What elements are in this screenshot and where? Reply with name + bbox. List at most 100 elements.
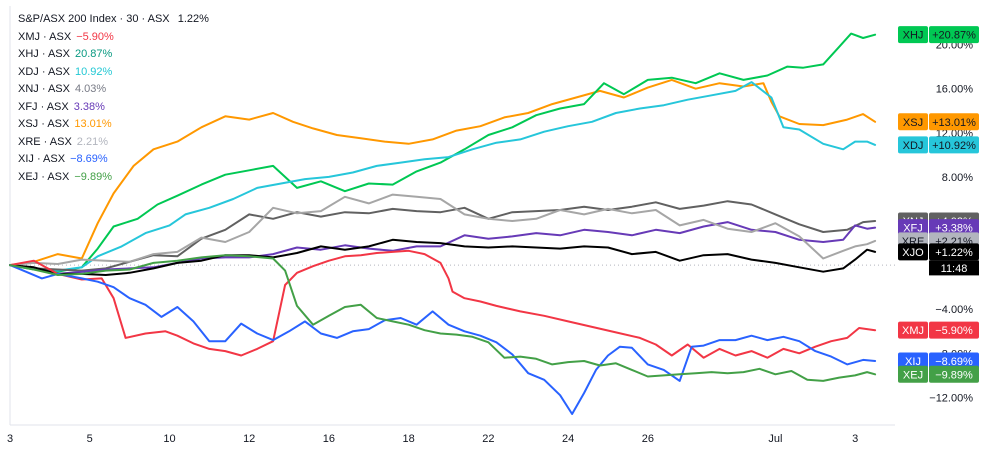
price-tag-name-bg xyxy=(898,113,928,131)
price-tag-xmj: XMJ −5.90% xyxy=(898,321,979,339)
price-tag-value-bg xyxy=(929,113,979,131)
price-tag-xsj: XSJ +13.01% xyxy=(898,113,979,131)
legend-item[interactable]: XDJ · ASX 10.92% xyxy=(18,64,209,82)
y-tick-label: −12.00% xyxy=(929,392,973,404)
series-line-xjo[interactable] xyxy=(9,238,877,276)
x-tick-label: 16 xyxy=(323,433,335,445)
legend-item[interactable]: XSJ · ASX 13.01% xyxy=(18,116,209,134)
legend-symbol: XEJ · ASX xyxy=(18,170,70,183)
x-tick-label: 3 xyxy=(852,433,858,445)
y-tick-label: −4.00% xyxy=(935,304,973,316)
legend-symbol: XDJ · ASX xyxy=(18,65,70,78)
series-line-xmj[interactable] xyxy=(9,249,877,359)
x-tick-label: 10 xyxy=(163,433,175,445)
price-tag-value-bg xyxy=(929,26,979,44)
time-badge: 11:48 xyxy=(929,260,979,276)
price-tag-name-bg xyxy=(898,352,928,370)
price-tag-name: XIJ xyxy=(905,356,921,368)
price-tag-name: XEJ xyxy=(903,369,923,381)
price-tag-name-bg xyxy=(898,321,928,339)
price-tag-name-bg xyxy=(898,136,928,154)
price-tag-xhj: XHJ +20.87% xyxy=(898,26,979,44)
series-line-xej[interactable] xyxy=(9,254,877,382)
x-tick-label: Jul xyxy=(768,433,782,445)
series-line-xhj[interactable] xyxy=(9,32,877,273)
price-tag-name-bg xyxy=(898,26,928,44)
price-tag-xjo: XJO +1.22% xyxy=(898,243,979,261)
legend-header: S&P/ASX 200 Index · 30 · ASX 1.22% xyxy=(18,11,209,29)
price-tag-name-bg xyxy=(898,243,928,261)
price-tag-value-bg xyxy=(929,219,979,237)
series-line-xdj[interactable] xyxy=(9,81,877,272)
price-tag-name-bg xyxy=(898,219,928,237)
x-tick-label: 18 xyxy=(403,433,415,445)
price-tag-name: XSJ xyxy=(903,117,923,129)
legend-value: 20.87% xyxy=(74,48,113,60)
legend-symbol: XRE · ASX xyxy=(18,135,72,148)
legend-item[interactable]: XEJ · ASX −9.89% xyxy=(18,169,209,187)
legend-symbol: XIJ · ASX xyxy=(18,153,66,165)
legend-value: 2.21% xyxy=(76,135,108,148)
legend-item[interactable]: XNJ · ASX 4.03% xyxy=(18,81,209,99)
x-tick-label: 22 xyxy=(482,433,494,445)
price-tag-value: −8.69% xyxy=(935,356,973,368)
price-tag-value-bg xyxy=(929,136,979,154)
legend-item[interactable]: XRE · ASX 2.21% xyxy=(18,134,209,152)
price-tag-xij: XIJ −8.69% xyxy=(898,352,979,370)
series-line-xnj[interactable] xyxy=(9,200,877,272)
x-tick-label: 3 xyxy=(7,433,13,445)
price-tag-value: −9.89% xyxy=(935,369,973,381)
legend-value: −5.90% xyxy=(76,30,114,43)
time-badge-text: 11:48 xyxy=(941,263,968,275)
main-symbol-title: S&P/ASX 200 Index · 30 · ASX xyxy=(18,13,170,25)
price-tag-name-bg xyxy=(898,365,928,383)
legend-value: 10.92% xyxy=(74,65,113,78)
x-tick-label: 5 xyxy=(87,433,93,445)
price-tag-value: +10.92% xyxy=(932,140,976,152)
x-tick-label: 26 xyxy=(642,433,654,445)
y-tick-label: 8.00% xyxy=(942,172,973,184)
legend-item[interactable]: XFJ · ASX 3.38% xyxy=(18,99,209,117)
price-tag-value: −5.90% xyxy=(935,325,973,337)
price-tag-value-bg xyxy=(929,321,979,339)
y-tick-label: 16.00% xyxy=(936,84,974,96)
legend-value: −9.89% xyxy=(74,170,112,183)
legend-item[interactable]: XMJ · ASX −5.90% xyxy=(18,29,209,47)
series-line-xre[interactable] xyxy=(9,193,877,267)
time-badge-bg xyxy=(929,260,979,276)
price-tag-xdj: XDJ +10.92% xyxy=(898,136,979,154)
price-tag-value-bg xyxy=(929,365,979,383)
legend-symbol: XHJ · ASX xyxy=(18,48,70,60)
price-tag-name: XHJ xyxy=(903,30,924,42)
price-tag-value: +13.01% xyxy=(932,117,976,129)
price-tag-value: +3.38% xyxy=(935,223,973,235)
x-tick-label: 12 xyxy=(243,433,255,445)
legend-symbol: XFJ · ASX xyxy=(18,100,69,113)
main-symbol-change: 1.22% xyxy=(177,13,209,25)
price-tag-value-bg xyxy=(929,243,979,261)
legend-value: 4.03% xyxy=(74,83,107,95)
x-tick-label: 24 xyxy=(562,433,574,445)
price-tag-name: XDJ xyxy=(903,140,924,152)
series-line-xsj[interactable] xyxy=(9,78,877,267)
price-tag-name: XFJ xyxy=(903,223,923,235)
price-tag-value: +20.87% xyxy=(932,30,976,42)
legend-value: 13.01% xyxy=(74,118,112,130)
legend: S&P/ASX 200 Index · 30 · ASX 1.22% XMJ ·… xyxy=(18,11,209,186)
legend-value: −8.69% xyxy=(70,153,108,165)
price-tag-name: XJO xyxy=(902,247,924,259)
price-tag-value: +1.22% xyxy=(935,247,973,259)
price-tag-xfj: XFJ +3.38% xyxy=(898,219,979,237)
legend-item[interactable]: XHJ · ASX 20.87% xyxy=(18,46,209,64)
legend-symbol: XNJ · ASX xyxy=(18,83,70,95)
series-line-xij[interactable] xyxy=(9,264,877,415)
legend-symbol: XMJ · ASX xyxy=(18,30,72,43)
price-tag-name: XMJ xyxy=(902,325,924,337)
legend-item[interactable]: XIJ · ASX −8.69% xyxy=(18,151,209,169)
price-tag-xej: XEJ −9.89% xyxy=(898,365,979,383)
price-tag-value-bg xyxy=(929,352,979,370)
legend-symbol: XSJ · ASX xyxy=(18,118,70,130)
legend-value: 3.38% xyxy=(73,100,105,113)
